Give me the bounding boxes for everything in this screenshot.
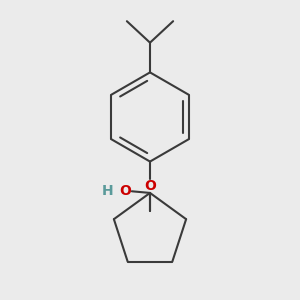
Text: H: H xyxy=(101,184,113,198)
Text: O: O xyxy=(144,179,156,193)
Text: O: O xyxy=(119,184,131,198)
